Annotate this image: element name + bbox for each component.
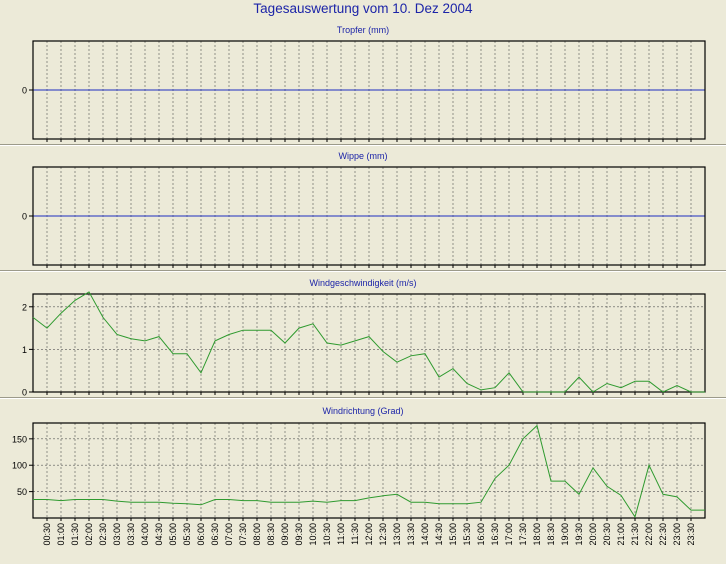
x-tick-label: 11:00 <box>336 523 346 545</box>
chart-title: Windrichtung (Grad) <box>322 406 403 416</box>
x-tick-label: 17:00 <box>504 523 514 546</box>
panel-divider <box>0 144 726 146</box>
x-tick-label: 03:30 <box>126 523 136 546</box>
x-tick-label: 20:30 <box>602 523 612 546</box>
x-tick-label: 01:30 <box>70 523 80 546</box>
x-tick-label: 02:00 <box>84 523 94 546</box>
panel-divider <box>0 397 726 399</box>
x-tick-label: 23:00 <box>672 523 682 546</box>
x-tick-label: 19:30 <box>574 523 584 546</box>
x-tick-label: 04:00 <box>140 523 150 546</box>
x-tick-label: 06:00 <box>196 523 206 546</box>
panel-divider <box>0 270 726 272</box>
page-title: Tagesauswertung vom 10. Dez 2004 <box>253 1 473 16</box>
x-tick-label: 21:00 <box>616 523 626 546</box>
x-tick-label: 22:30 <box>658 523 668 546</box>
x-tick-label: 14:00 <box>420 523 430 546</box>
x-tick-label: 22:00 <box>644 523 654 546</box>
x-tick-label: 20:00 <box>588 523 598 546</box>
x-tick-label: 11:30 <box>350 523 360 545</box>
x-tick-label: 16:30 <box>490 523 500 546</box>
chart-title: Tropfer (mm) <box>337 25 389 35</box>
x-tick-label: 08:30 <box>266 523 276 546</box>
chart-panel-3: Windgeschwindigkeit (m/s) 0 1 2 <box>22 278 706 398</box>
series-line <box>33 424 705 519</box>
x-tick-label: 04:30 <box>154 523 164 546</box>
x-tick-label: 18:00 <box>532 523 542 546</box>
x-tick-label: 12:00 <box>364 523 374 546</box>
x-tick-label: 02:30 <box>98 523 108 546</box>
x-tick-label: 17:30 <box>518 523 528 546</box>
x-tick-label: 08:00 <box>252 523 262 546</box>
x-tick-label: 18:30 <box>546 523 556 546</box>
x-tick-label: 09:00 <box>280 523 290 546</box>
x-tick-label: 13:30 <box>406 523 416 546</box>
x-tick-label: 00:30 <box>42 523 52 546</box>
x-axis-labels: 00:30 01:00 01:30 02:00 02:30 03:00 03:30 04:00… <box>42 523 696 546</box>
y-tick-label: 150 <box>12 434 27 444</box>
x-tick-label: 03:00 <box>112 523 122 546</box>
y-tick-label: 0 <box>22 86 27 96</box>
chart-panel-4: Windrichtung (Grad) 50 100 150 <box>12 406 706 521</box>
x-tick-label: 21:30 <box>630 523 640 546</box>
y-tick-label: 0 <box>22 212 27 222</box>
chart-panel-2: Wippe (mm) 0 <box>22 151 706 268</box>
x-tick-label: 23:30 <box>686 523 696 546</box>
x-tick-label: 15:30 <box>462 523 472 546</box>
y-tick-label: 2 <box>22 302 27 312</box>
x-tick-label: 10:00 <box>308 523 318 546</box>
x-tick-label: 12:30 <box>378 523 388 546</box>
y-tick-label: 1 <box>22 345 27 355</box>
x-tick-label: 05:00 <box>168 523 178 546</box>
y-tick-label: 100 <box>12 461 27 471</box>
y-tick-label: 50 <box>17 487 27 497</box>
chart-title: Wippe (mm) <box>339 151 388 161</box>
x-tick-label: 10:30 <box>322 523 332 546</box>
x-tick-label: 05:30 <box>182 523 192 546</box>
x-tick-label: 07:30 <box>238 523 248 546</box>
x-tick-label: 19:00 <box>560 523 570 546</box>
chart-panel-1: Tropfer (mm) 0 <box>22 25 706 142</box>
y-tick-label: 0 <box>22 388 27 398</box>
chart-title: Windgeschwindigkeit (m/s) <box>309 278 416 288</box>
x-tick-label: 01:00 <box>56 523 66 546</box>
x-tick-label: 09:30 <box>294 523 304 546</box>
x-tick-label: 07:00 <box>224 523 234 546</box>
x-tick-label: 16:00 <box>476 523 486 546</box>
x-tick-label: 06:30 <box>210 523 220 546</box>
x-tick-label: 14:30 <box>434 523 444 546</box>
x-tick-label: 15:00 <box>448 523 458 546</box>
x-tick-label: 13:00 <box>392 523 402 546</box>
